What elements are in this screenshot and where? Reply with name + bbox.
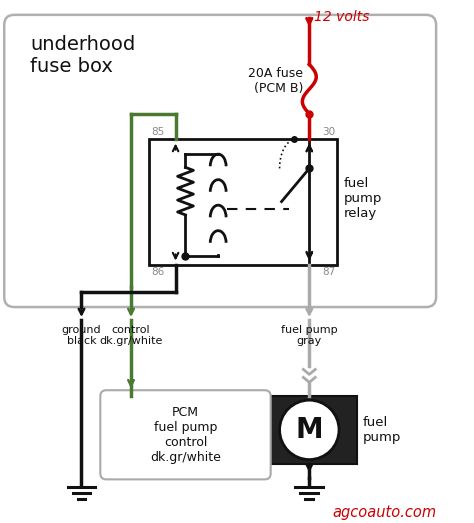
Text: fuel
pump: fuel pump — [363, 416, 401, 444]
Text: M: M — [295, 416, 323, 444]
Text: 12 volts: 12 volts — [314, 10, 370, 24]
Text: agcoauto.com: agcoauto.com — [332, 505, 436, 520]
Text: 86: 86 — [151, 267, 164, 277]
Text: underhood
fuse box: underhood fuse box — [30, 35, 135, 76]
FancyBboxPatch shape — [4, 15, 436, 307]
Text: fuel
pump
relay: fuel pump relay — [344, 177, 383, 220]
Text: control
dk.gr/white: control dk.gr/white — [100, 325, 163, 346]
Text: 87: 87 — [322, 267, 335, 277]
Text: fuel pump
gray: fuel pump gray — [281, 325, 337, 346]
Text: 85: 85 — [151, 127, 164, 137]
FancyBboxPatch shape — [100, 390, 271, 480]
Text: 30: 30 — [322, 127, 335, 137]
Text: PCM
fuel pump
control
dk.gr/white: PCM fuel pump control dk.gr/white — [150, 406, 221, 464]
Text: ground
black: ground black — [62, 325, 101, 346]
Bar — [268, 396, 357, 463]
Bar — [149, 139, 337, 266]
Circle shape — [280, 400, 339, 460]
Text: 20A fuse
(PCM B): 20A fuse (PCM B) — [248, 67, 303, 95]
